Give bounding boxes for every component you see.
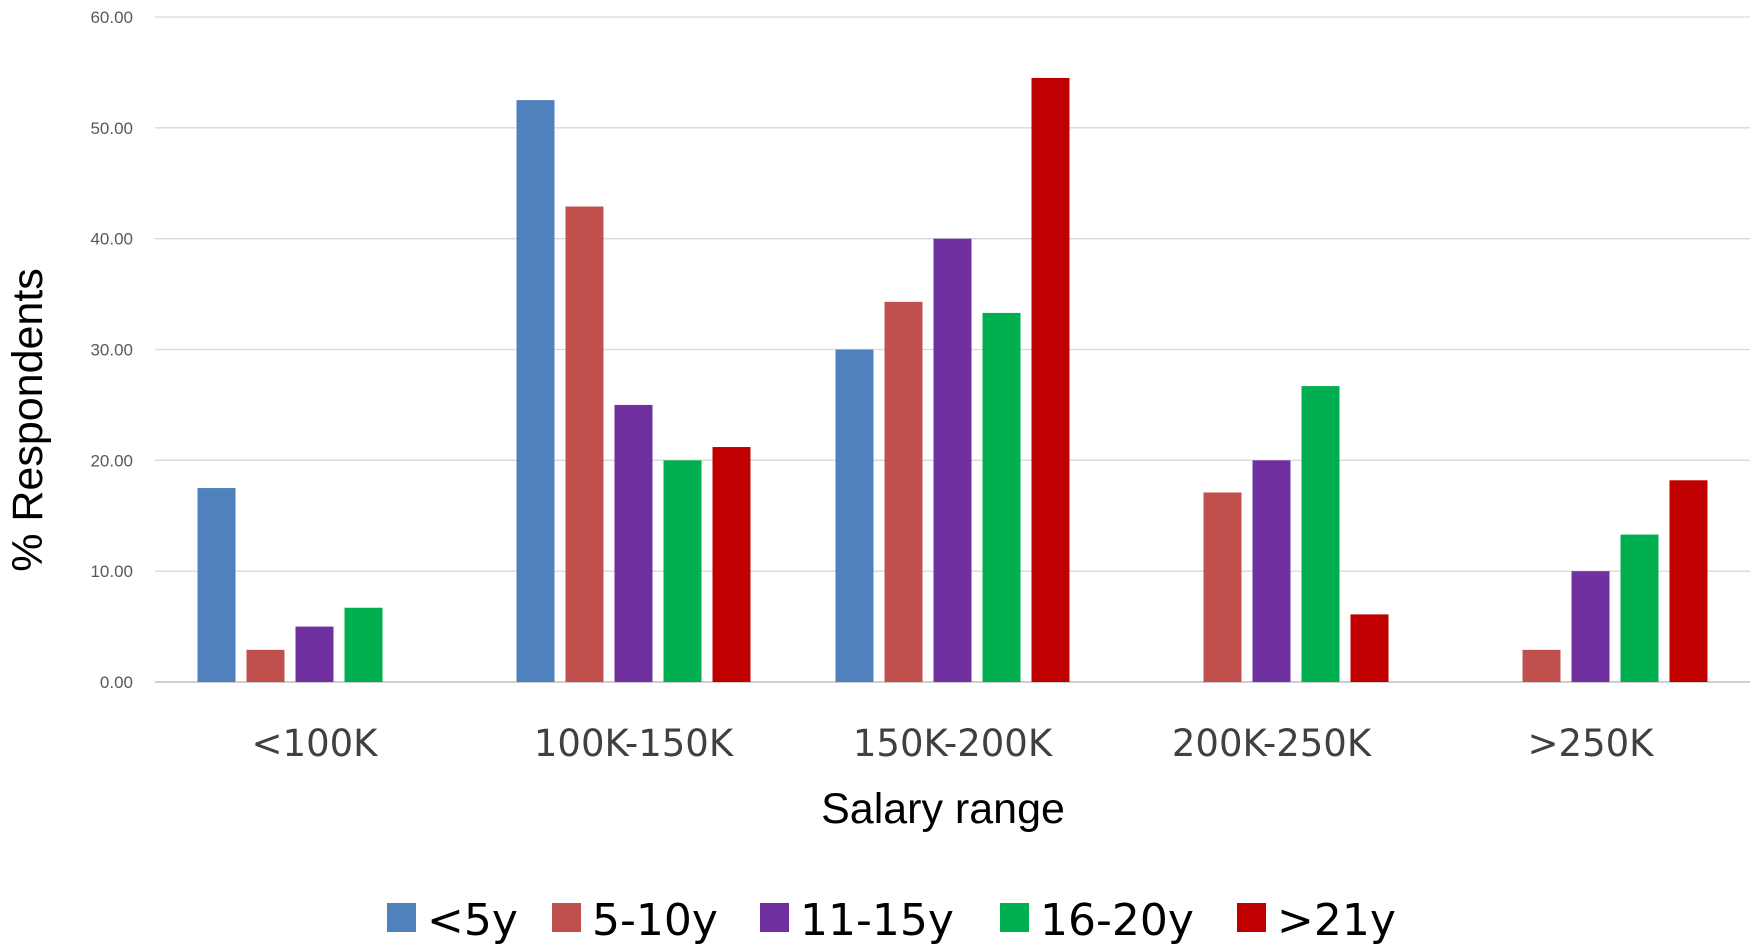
legend-label: 11-15y [800, 895, 954, 946]
bar [565, 206, 604, 682]
x-category-label: 150K-200K [853, 722, 1054, 765]
bar [1571, 571, 1610, 682]
y-tick-label: 0.00 [100, 673, 133, 692]
legend-swatch [1000, 903, 1029, 932]
bar [197, 488, 236, 682]
bar [712, 447, 751, 682]
x-category-label: 200K-250K [1172, 722, 1373, 765]
bar [933, 238, 972, 682]
y-axis-title: % Respondents [4, 268, 52, 572]
x-axis-title: Salary range [821, 785, 1065, 833]
x-category-label: >250K [1528, 722, 1656, 765]
bar [1620, 534, 1659, 682]
legend-swatch [1237, 903, 1266, 932]
legend: <5y 5-10y 11-15y 16-20y >21y [387, 895, 1396, 946]
y-axis-tick-labels: 0.00 10.00 20.00 30.00 40.00 50.00 60.00 [90, 8, 133, 692]
y-tick-label: 30.00 [90, 341, 133, 360]
bar [1031, 77, 1070, 683]
bar [982, 312, 1021, 682]
legend-swatch [552, 903, 581, 932]
bar [344, 607, 383, 682]
x-axis-category-labels: <100K 100K-150K 150K-200K 200K-250K >250K [252, 722, 1656, 765]
bar [295, 626, 334, 682]
bar [1522, 649, 1561, 682]
legend-swatch [760, 903, 789, 932]
bars [197, 77, 1708, 683]
legend-label: >21y [1277, 895, 1396, 946]
y-tick-label: 60.00 [90, 8, 133, 27]
bar [516, 100, 555, 682]
bar [663, 460, 702, 682]
x-category-label: <100K [252, 722, 380, 765]
y-tick-label: 50.00 [90, 119, 133, 138]
bar [1301, 386, 1340, 682]
bar [614, 404, 653, 682]
bar [1203, 492, 1242, 682]
legend-item: >21y [1237, 895, 1396, 946]
legend-item: 5-10y [552, 895, 718, 946]
legend-item: 16-20y [1000, 895, 1194, 946]
bar [1252, 460, 1291, 682]
legend-label: <5y [427, 895, 518, 946]
y-tick-label: 20.00 [90, 451, 133, 470]
x-category-label: 100K-150K [534, 722, 735, 765]
bar [246, 649, 285, 682]
bar [1669, 480, 1708, 682]
bar [884, 301, 923, 682]
bar [1350, 614, 1389, 682]
legend-item: 11-15y [760, 895, 954, 946]
y-tick-label: 10.00 [90, 562, 133, 581]
bar [835, 349, 874, 682]
legend-label: 5-10y [592, 895, 718, 946]
legend-label: 16-20y [1040, 895, 1194, 946]
y-tick-label: 40.00 [90, 230, 133, 249]
legend-swatch [387, 903, 416, 932]
legend-item: <5y [387, 895, 518, 946]
